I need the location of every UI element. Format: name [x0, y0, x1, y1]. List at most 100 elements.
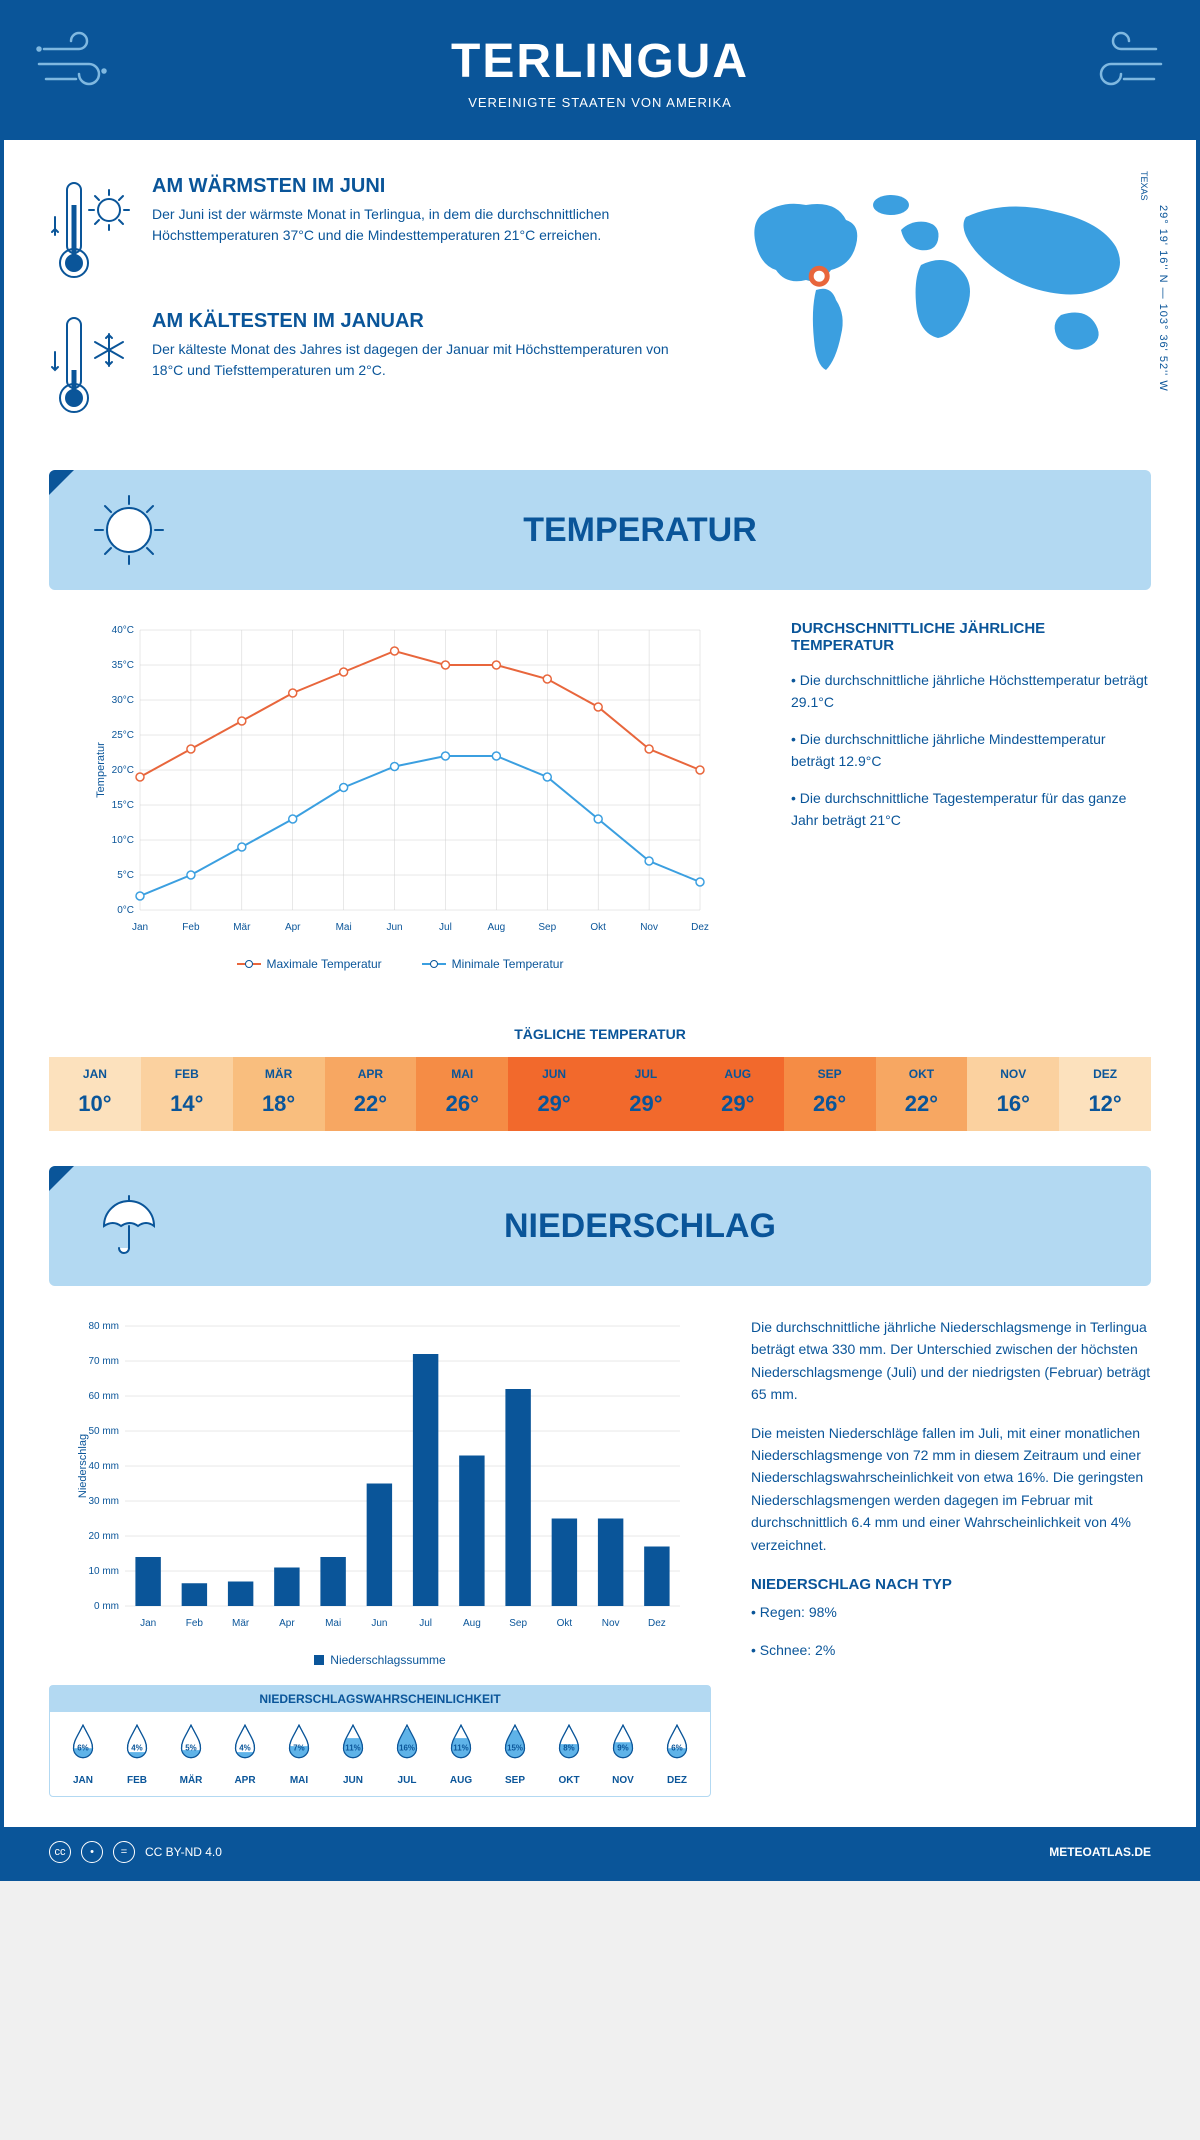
svg-text:60 mm: 60 mm — [88, 1391, 119, 1402]
sun-icon — [89, 490, 169, 570]
prob-cell: 4% FEB — [110, 1722, 164, 1786]
precip-type-item: • Schnee: 2% — [751, 1639, 1151, 1661]
svg-text:Okt: Okt — [557, 1618, 573, 1629]
svg-text:Aug: Aug — [463, 1618, 481, 1629]
coldest-text: Der kälteste Monat des Jahres ist dagege… — [152, 339, 701, 381]
svg-text:Mär: Mär — [233, 922, 251, 933]
prob-cell: 15% SEP — [488, 1722, 542, 1786]
svg-text:5°C: 5°C — [117, 870, 134, 881]
warmest-text: Der Juni ist der wärmste Monat in Terlin… — [152, 204, 701, 246]
thermometer-hot-icon — [49, 175, 134, 285]
precip-text-1: Die durchschnittliche jährliche Niedersc… — [751, 1316, 1151, 1406]
daily-temp-cell: OKT22° — [876, 1057, 968, 1131]
svg-text:20 mm: 20 mm — [88, 1531, 119, 1542]
svg-text:0°C: 0°C — [117, 905, 134, 916]
svg-text:Apr: Apr — [279, 1618, 295, 1629]
daily-temp-cell: AUG29° — [692, 1057, 784, 1131]
daily-temp-cell: MÄR18° — [233, 1057, 325, 1131]
prob-cell: 9% NOV — [596, 1722, 650, 1786]
prob-cell: 6% JAN — [56, 1722, 110, 1786]
svg-text:20°C: 20°C — [112, 765, 134, 776]
world-map — [731, 175, 1151, 395]
svg-text:10 mm: 10 mm — [88, 1566, 119, 1577]
daily-temp-title: TÄGLICHE TEMPERATUR — [49, 1026, 1151, 1042]
by-icon: • — [81, 1841, 103, 1863]
svg-text:Mai: Mai — [325, 1618, 341, 1629]
svg-text:Sep: Sep — [509, 1618, 527, 1629]
svg-text:6%: 6% — [671, 1744, 682, 1753]
svg-text:Temperatur: Temperatur — [95, 742, 107, 798]
svg-text:40°C: 40°C — [112, 625, 134, 636]
precip-text-2: Die meisten Niederschläge fallen im Juli… — [751, 1422, 1151, 1556]
coldest-title: AM KÄLTESTEN IM JANUAR — [152, 310, 701, 333]
prob-cell: 4% APR — [218, 1722, 272, 1786]
svg-text:8%: 8% — [563, 1744, 574, 1753]
svg-text:Jan: Jan — [140, 1618, 156, 1629]
temperature-legend: Maximale Temperatur Minimale Temperatur — [49, 957, 751, 971]
temperature-banner: TEMPERATUR — [49, 470, 1151, 590]
svg-text:4%: 4% — [239, 1744, 250, 1753]
warmest-title: AM WÄRMSTEN IM JUNI — [152, 175, 701, 198]
daily-temp-cell: SEP26° — [784, 1057, 876, 1131]
svg-text:11%: 11% — [345, 1744, 360, 1753]
svg-text:Feb: Feb — [182, 922, 200, 933]
svg-text:Aug: Aug — [487, 922, 505, 933]
svg-text:30°C: 30°C — [112, 695, 134, 706]
daily-temp-cell: MAI26° — [416, 1057, 508, 1131]
svg-text:6%: 6% — [77, 1744, 88, 1753]
wind-icon-left — [34, 29, 124, 99]
svg-text:Jun: Jun — [371, 1618, 387, 1629]
svg-text:30 mm: 30 mm — [88, 1496, 119, 1507]
precipitation-banner: NIEDERSCHLAG — [49, 1166, 1151, 1286]
daily-temp-cell: NOV16° — [967, 1057, 1059, 1131]
svg-text:15%: 15% — [507, 1744, 523, 1753]
svg-text:Dez: Dez — [691, 922, 709, 933]
svg-text:Niederschlag: Niederschlag — [77, 1434, 89, 1498]
svg-text:10°C: 10°C — [112, 835, 134, 846]
map-marker — [811, 268, 827, 284]
daily-temp-cell: DEZ12° — [1059, 1057, 1151, 1131]
temp-info-point: • Die durchschnittliche jährliche Höchst… — [791, 669, 1151, 714]
svg-text:5%: 5% — [185, 1744, 196, 1753]
prob-cell: 8% OKT — [542, 1722, 596, 1786]
temperature-section: 0°C5°C10°C15°C20°C25°C30°C35°C40°CJanFeb… — [4, 620, 1196, 1001]
precip-type-item: • Regen: 98% — [751, 1601, 1151, 1623]
svg-text:Jan: Jan — [132, 922, 148, 933]
svg-text:Okt: Okt — [590, 922, 606, 933]
page-title: TERLINGUA — [24, 34, 1176, 89]
prob-cell: 16% JUL — [380, 1722, 434, 1786]
svg-text:Jul: Jul — [419, 1618, 432, 1629]
temp-info-title: DURCHSCHNITTLICHE JÄHRLICHE TEMPERATUR — [791, 620, 1151, 654]
svg-text:Dez: Dez — [648, 1618, 666, 1629]
daily-temp-cell: JAN10° — [49, 1057, 141, 1131]
prob-cell: 11% AUG — [434, 1722, 488, 1786]
intro-section: AM WÄRMSTEN IM JUNI Der Juni ist der wär… — [4, 140, 1196, 470]
license-text: CC BY-ND 4.0 — [145, 1845, 222, 1859]
page-subtitle: VEREINIGTE STAATEN VON AMERIKA — [24, 95, 1176, 110]
temperature-heading: TEMPERATUR — [169, 511, 1111, 550]
coordinates: 29° 19' 16'' N — 103° 36' 52'' W — [1157, 205, 1169, 392]
infographic-container: TERLINGUA VEREINIGTE STAATEN VON AMERIKA… — [0, 0, 1200, 1881]
svg-text:Mär: Mär — [232, 1618, 250, 1629]
thermometer-cold-icon — [49, 310, 134, 420]
svg-text:4%: 4% — [131, 1744, 142, 1753]
svg-text:11%: 11% — [453, 1744, 468, 1753]
map-block: TEXAS 29° 19' 16'' N — 103° 36' 52'' W — [731, 175, 1151, 445]
svg-text:15°C: 15°C — [112, 800, 134, 811]
svg-text:Feb: Feb — [186, 1618, 204, 1629]
svg-text:50 mm: 50 mm — [88, 1426, 119, 1437]
svg-text:9%: 9% — [617, 1744, 628, 1753]
prob-title: NIEDERSCHLAGSWAHRSCHEINLICHKEIT — [50, 1686, 710, 1712]
daily-temp-cell: JUN29° — [508, 1057, 600, 1131]
prob-cell: 7% MAI — [272, 1722, 326, 1786]
svg-text:Sep: Sep — [538, 922, 556, 933]
footer: cc • = CC BY-ND 4.0 METEOATLAS.DE — [4, 1827, 1196, 1877]
prob-cell: 11% JUN — [326, 1722, 380, 1786]
svg-text:Jun: Jun — [386, 922, 402, 933]
nd-icon: = — [113, 1841, 135, 1863]
temp-info-point: • Die durchschnittliche jährliche Mindes… — [791, 728, 1151, 773]
daily-temp-cell: FEB14° — [141, 1057, 233, 1131]
precipitation-section: 0 mm10 mm20 mm30 mm40 mm50 mm60 mm70 mm8… — [4, 1316, 1196, 1827]
svg-text:25°C: 25°C — [112, 730, 134, 741]
svg-text:16%: 16% — [399, 1744, 415, 1753]
